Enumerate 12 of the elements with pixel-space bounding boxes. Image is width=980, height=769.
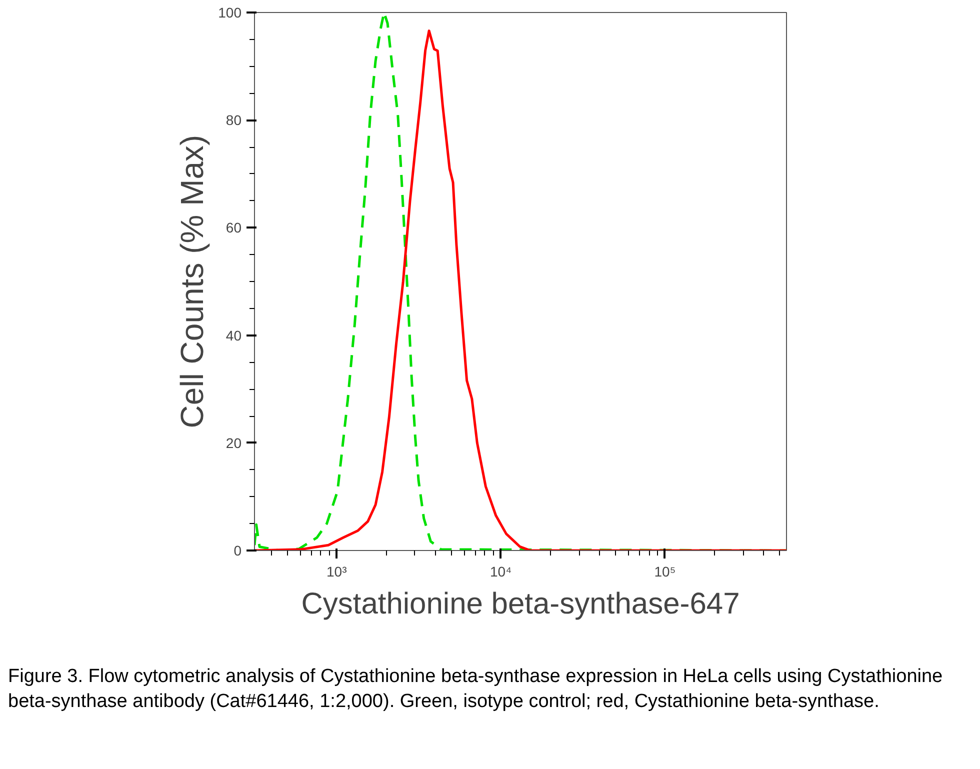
y-tick-label: 60 bbox=[226, 220, 242, 236]
y-tick-label: 100 bbox=[218, 4, 242, 20]
x-tick-label: 10⁵ bbox=[654, 564, 676, 580]
caption: Figure 3. Flow cytometric analysis of Cystathionine beta-synthase expression in HeLa cells using Cystathionine beta-synthase antibody (Cat#61446, 1:2,000). Green, isotype control; red, Cystathionine beta-synthase. bbox=[8, 665, 944, 714]
x-tick-label: 10³ bbox=[326, 564, 348, 580]
y-tick-label: 20 bbox=[226, 434, 242, 451]
y-tick-label: 40 bbox=[226, 327, 242, 344]
y-axis-title: Cell Counts (% Max) bbox=[174, 134, 210, 428]
x-tick-label: 10⁴ bbox=[490, 564, 512, 580]
y-tick-label: 0 bbox=[234, 542, 242, 558]
x-axis-title: Cystathionine beta-synthase-647 bbox=[301, 588, 740, 620]
y-tick-label: 80 bbox=[226, 112, 242, 128]
